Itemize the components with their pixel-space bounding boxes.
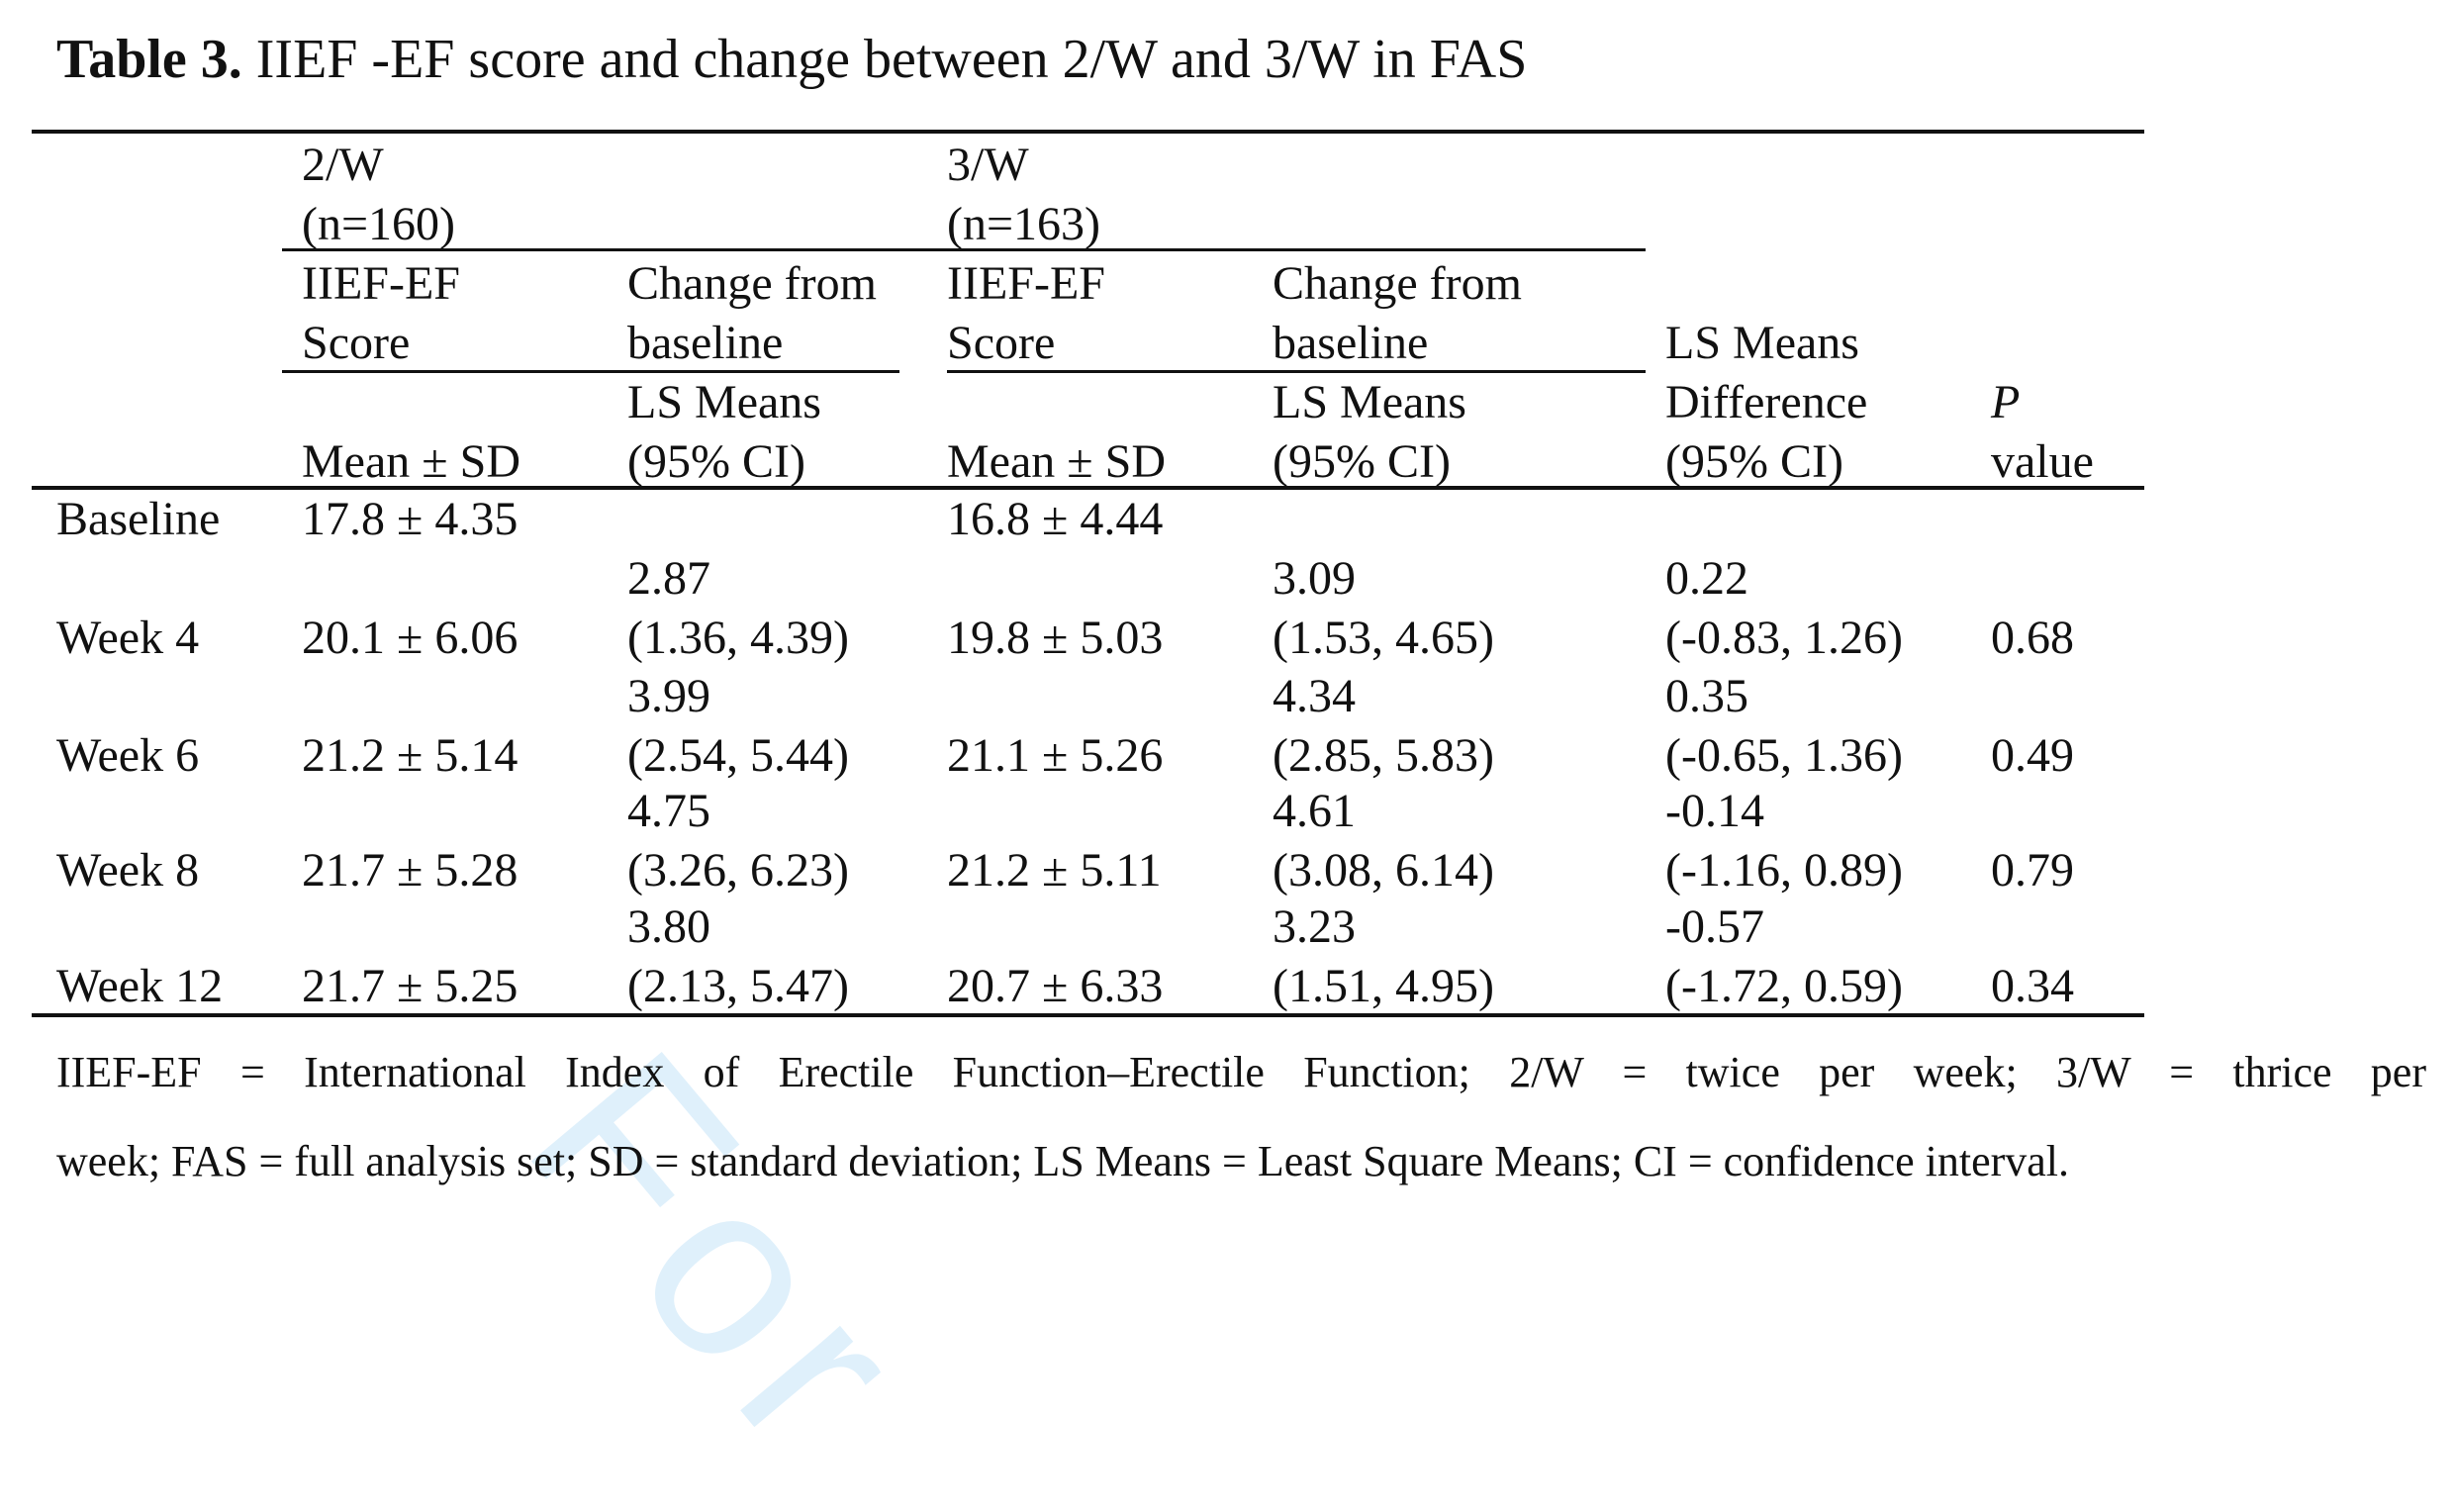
cell-ls-diff: 0.22 (-0.83, 1.26) — [1665, 549, 1903, 668]
cell-3w-score: 21.2 ± 5.11 — [947, 844, 1162, 897]
header-3w-change-line2: baseline — [1273, 317, 1429, 369]
header-3w-change: Change from baseline — [1273, 254, 1522, 373]
cell-ls-diff: -0.14 (-1.16, 0.89) — [1665, 782, 1903, 900]
header-2w-change: Change from baseline — [627, 254, 877, 373]
header-p-value: P value — [1991, 373, 2094, 492]
cell-3w-change-mean: 4.34 — [1273, 670, 1356, 722]
cell-2w-change: 3.99 (2.54, 5.44) — [627, 667, 849, 786]
cell-ls-diff-ci: (-1.72, 0.59) — [1665, 960, 1903, 1012]
cell-3w-change-ci: (2.85, 5.83) — [1273, 729, 1494, 782]
cell-ls-diff: -0.57 (-1.72, 0.59) — [1665, 898, 1903, 1016]
header-2w-score-line1: IIEF-EF — [302, 257, 460, 310]
header-p-symbol: P — [1991, 376, 2021, 428]
cell-2w-change-mean: 3.80 — [627, 900, 710, 953]
cell-3w-score: 16.8 ± 4.44 — [947, 493, 1164, 545]
header-2w-score-stat: Mean ± SD — [302, 435, 520, 488]
header-2w-score-line2: Score — [302, 317, 411, 369]
cell-3w-change-mean: 3.23 — [1273, 900, 1356, 953]
row-label: Week 12 — [56, 960, 224, 1012]
top-rule — [32, 130, 2144, 134]
header-2w-change-line2: baseline — [627, 317, 784, 369]
header-3w-n: (n=163) — [947, 198, 1101, 250]
cell-ls-diff-ci: (-1.16, 0.89) — [1665, 844, 1903, 897]
cell-ls-diff-ci: (-0.65, 1.36) — [1665, 729, 1903, 782]
cell-3w-change: 3.23 (1.51, 4.95) — [1273, 898, 1494, 1016]
cell-ls-diff-mean: 0.22 — [1665, 552, 1748, 605]
cell-ls-diff-ci: (-0.83, 1.26) — [1665, 612, 1903, 664]
subgroup-rule-3w — [947, 370, 1646, 373]
header-2w-change-stat-line1: LS Means — [627, 376, 821, 428]
cell-2w-change: 2.87 (1.36, 4.39) — [627, 549, 849, 668]
cell-3w-change: 4.34 (2.85, 5.83) — [1273, 667, 1494, 786]
cell-p-value: 0.34 — [1991, 960, 2074, 1012]
cell-2w-change-ci: (2.13, 5.47) — [627, 960, 849, 1012]
table-bottom-rule — [32, 1013, 2144, 1017]
cell-3w-change-mean: 3.09 — [1273, 552, 1356, 605]
row-label: Baseline — [56, 493, 221, 545]
header-2w-change-stat: LS Means (95% CI) — [627, 373, 821, 492]
header-3w-change-stat-line1: LS Means — [1273, 376, 1466, 428]
header-ls-diff-line2: Difference — [1665, 376, 1868, 428]
cell-p-value: 0.68 — [1991, 612, 2074, 664]
cell-2w-score: 21.7 ± 5.28 — [302, 844, 519, 897]
header-ls-diff-line1: LS Means — [1665, 317, 1859, 369]
header-p-value-word: value — [1991, 435, 2094, 488]
header-2w-group: 2/W (n=160) — [302, 136, 455, 254]
cell-ls-diff-mean: 0.35 — [1665, 670, 1748, 722]
header-3w-score-line1: IIEF-EF — [947, 257, 1105, 310]
cell-3w-change: 3.09 (1.53, 4.65) — [1273, 549, 1494, 668]
header-3w-change-stat: LS Means (95% CI) — [1273, 373, 1466, 492]
cell-3w-change-mean: 4.61 — [1273, 785, 1356, 837]
cell-3w-change-ci: (1.53, 4.65) — [1273, 612, 1494, 664]
subgroup-rule-2w — [282, 370, 899, 373]
footnote-line-1: IIEF-EF = International Index of Erectil… — [56, 1048, 2426, 1096]
cell-3w-score: 20.7 ± 6.33 — [947, 960, 1164, 1012]
cell-p-value: 0.49 — [1991, 729, 2074, 782]
cell-3w-change: 4.61 (3.08, 6.14) — [1273, 782, 1494, 900]
header-2w-change-stat-line2: (95% CI) — [627, 435, 805, 488]
header-3w-score-stat: Mean ± SD — [947, 435, 1166, 488]
cell-3w-change-ci: (3.08, 6.14) — [1273, 844, 1494, 897]
cell-2w-change-mean: 3.99 — [627, 670, 710, 722]
cell-2w-score: 17.8 ± 4.35 — [302, 493, 519, 545]
cell-2w-change: 3.80 (2.13, 5.47) — [627, 898, 849, 1016]
header-bottom-rule — [32, 486, 2144, 490]
cell-2w-change-mean: 4.75 — [627, 785, 710, 837]
cell-2w-score: 20.1 ± 6.06 — [302, 612, 519, 664]
row-label: Week 6 — [56, 729, 200, 782]
cell-2w-score: 21.2 ± 5.14 — [302, 729, 519, 782]
row-label: Week 4 — [56, 612, 200, 664]
cell-3w-change-ci: (1.51, 4.95) — [1273, 960, 1494, 1012]
cell-3w-score: 21.1 ± 5.26 — [947, 729, 1164, 782]
header-2w-change-line1: Change from — [627, 257, 877, 310]
group-rule — [282, 248, 1646, 251]
cell-2w-change: 4.75 (3.26, 6.23) — [627, 782, 849, 900]
header-2w-score: IIEF-EF Score — [302, 254, 460, 373]
row-label: Week 8 — [56, 844, 200, 897]
header-3w-change-stat-line2: (95% CI) — [1273, 435, 1451, 488]
table-caption: Table 3. IIEF -EF score and change betwe… — [56, 28, 1527, 91]
table-caption-label: Table 3. — [56, 29, 242, 90]
footnote-line-2: week; FAS = full analysis set; SD = stan… — [56, 1137, 2070, 1185]
header-ls-diff: LS Means Difference (95% CI) — [1665, 314, 1867, 492]
cell-2w-change-ci: (2.54, 5.44) — [627, 729, 849, 782]
cell-2w-score: 21.7 ± 5.25 — [302, 960, 519, 1012]
cell-2w-change-mean: 2.87 — [627, 552, 710, 605]
cell-3w-score: 19.8 ± 5.03 — [947, 612, 1164, 664]
cell-2w-change-ci: (1.36, 4.39) — [627, 612, 849, 664]
header-3w-change-line1: Change from — [1273, 257, 1522, 310]
cell-2w-change-ci: (3.26, 6.23) — [627, 844, 849, 897]
header-ls-diff-line3: (95% CI) — [1665, 435, 1843, 488]
cell-p-value: 0.79 — [1991, 844, 2074, 897]
header-3w-label: 3/W — [947, 139, 1029, 191]
header-2w-label: 2/W — [302, 139, 384, 191]
table-caption-text: IIEF -EF score and change between 2/W an… — [255, 29, 1528, 90]
cell-ls-diff-mean: -0.57 — [1665, 900, 1764, 953]
cell-ls-diff: 0.35 (-0.65, 1.36) — [1665, 667, 1903, 786]
header-2w-n: (n=160) — [302, 198, 456, 250]
header-3w-score-line2: Score — [947, 317, 1056, 369]
cell-ls-diff-mean: -0.14 — [1665, 785, 1764, 837]
header-3w-group: 3/W (n=163) — [947, 136, 1100, 254]
header-3w-score: IIEF-EF Score — [947, 254, 1105, 373]
